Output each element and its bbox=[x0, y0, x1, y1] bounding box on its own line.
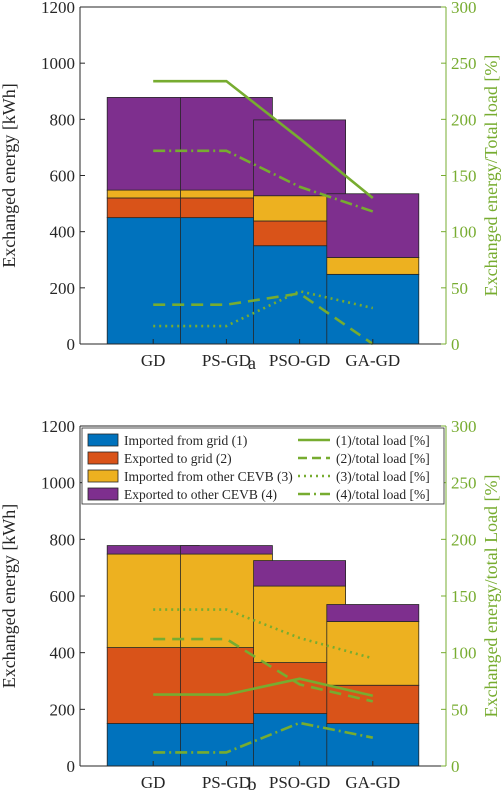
y-axis-title: Exchanged energy [kWh] bbox=[0, 83, 19, 268]
legend-label: Exported to grid (2) bbox=[124, 451, 232, 466]
right-tick-label: 100 bbox=[451, 223, 477, 242]
left-tick-label: 1200 bbox=[41, 417, 75, 436]
left-tick-label: 800 bbox=[50, 110, 76, 129]
legend-label: (1)/total load [%] bbox=[336, 433, 430, 448]
series-line bbox=[153, 637, 374, 703]
left-tick-label: 600 bbox=[50, 167, 76, 186]
y2-axis-title: Exchanged energy/total Load [%] bbox=[481, 474, 501, 717]
right-tick-label: 100 bbox=[451, 644, 477, 663]
right-tick-label: 50 bbox=[451, 279, 468, 298]
category-label: GA-GD bbox=[345, 773, 400, 792]
category-label: PSO-GD bbox=[269, 351, 330, 370]
right-tick-label: 200 bbox=[451, 110, 477, 129]
legend-box bbox=[81, 427, 445, 505]
left-tick-label: 0 bbox=[67, 757, 76, 776]
bar-segment bbox=[326, 723, 420, 767]
legend-label: Imported from grid (1) bbox=[124, 433, 247, 448]
left-tick-label: 400 bbox=[50, 644, 76, 663]
panel-caption: a bbox=[248, 353, 256, 373]
category-label: PS-GD bbox=[202, 351, 251, 370]
right-tick-label: 250 bbox=[451, 474, 477, 493]
series-line bbox=[153, 292, 374, 346]
category-label: PSO-GD bbox=[269, 773, 330, 792]
left-tick-label: 400 bbox=[50, 223, 76, 242]
legend-label: Exported to other CEVB (4) bbox=[124, 487, 277, 502]
series-line bbox=[153, 721, 374, 754]
series-line bbox=[153, 289, 374, 328]
y2-axis-title: Exchanged energy/Total load [%] bbox=[481, 55, 501, 297]
legend-label: Imported from other CEVB (3) bbox=[124, 469, 293, 484]
legend-swatch bbox=[87, 433, 119, 447]
legend-label: (4)/total load [%] bbox=[336, 487, 430, 502]
legend-swatch bbox=[87, 469, 119, 483]
left-tick-label: 1000 bbox=[41, 474, 75, 493]
left-tick-label: 800 bbox=[50, 530, 76, 549]
series-line bbox=[153, 79, 374, 199]
series-line bbox=[153, 149, 374, 213]
left-tick-label: 1000 bbox=[41, 54, 75, 73]
right-tick-label: 200 bbox=[451, 530, 477, 549]
right-tick-label: 0 bbox=[451, 335, 460, 354]
legend: Imported from grid (1) Exported to grid (… bbox=[81, 427, 445, 505]
bar-segment bbox=[326, 193, 420, 258]
category-label: PS-GD bbox=[202, 773, 251, 792]
category-label: GD bbox=[141, 351, 166, 370]
left-tick-label: 200 bbox=[50, 700, 76, 719]
right-tick-label: 150 bbox=[451, 167, 477, 186]
left-tick-label: 1200 bbox=[41, 0, 75, 17]
right-tick-label: 50 bbox=[451, 700, 468, 719]
left-tick-label: 600 bbox=[50, 587, 76, 606]
bar-segment bbox=[326, 273, 420, 345]
right-tick-label: 300 bbox=[451, 0, 477, 17]
chart-panel-b: 0 200 400 600 800 1000 1200 0 50 100 150 200 250 300 G… bbox=[0, 417, 501, 794]
right-tick-label: 250 bbox=[451, 54, 477, 73]
legend-swatch bbox=[87, 487, 119, 501]
bar-segment bbox=[326, 684, 420, 724]
legend-swatch bbox=[87, 451, 119, 465]
bar-segment bbox=[326, 621, 420, 686]
bar-segment bbox=[253, 119, 347, 197]
chart-panel-a: 0 200 400 600 800 1000 1200 0 50 100 150 200 250 300 G… bbox=[0, 0, 501, 373]
bar-segment bbox=[326, 257, 420, 275]
bar-segment bbox=[253, 560, 347, 587]
series-line bbox=[153, 608, 374, 660]
right-tick-label: 150 bbox=[451, 587, 477, 606]
y-axis-title: Exchanged energy [kWh] bbox=[0, 504, 19, 689]
bar-segment bbox=[179, 545, 273, 555]
category-label: GD bbox=[141, 773, 166, 792]
panel-caption: b bbox=[248, 774, 257, 794]
right-tick-label: 300 bbox=[451, 417, 477, 436]
category-label: GA-GD bbox=[345, 351, 400, 370]
left-tick-label: 0 bbox=[67, 335, 76, 354]
legend-label: (3)/total load [%] bbox=[336, 469, 430, 484]
left-tick-label: 200 bbox=[50, 279, 76, 298]
legend-label: (2)/total load [%] bbox=[336, 451, 430, 466]
right-tick-label: 0 bbox=[451, 757, 460, 776]
series-line bbox=[153, 677, 374, 697]
bar-segment bbox=[326, 604, 420, 622]
